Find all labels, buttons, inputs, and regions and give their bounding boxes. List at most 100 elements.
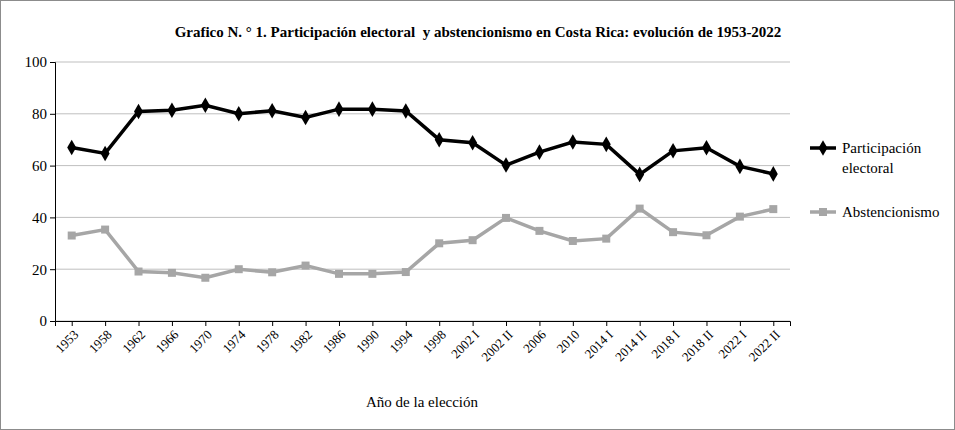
point-marker [702,231,710,239]
point-marker [636,205,644,213]
y-tick-mark [50,62,55,63]
point-marker [301,110,310,126]
y-tick-mark [50,166,55,167]
point-marker [368,270,376,278]
x-axis-title: Año de la elección [366,394,479,410]
legend-marker [819,208,827,216]
x-tick: 1953 [52,321,81,356]
y-tick-mark [50,321,55,322]
x-tick-label: 2022 II [746,327,783,364]
x-axis-line [56,322,791,327]
point-marker [635,167,644,183]
x-tick-mark [339,321,340,326]
y-axis: 0 20 40 60 80 100 [25,54,56,329]
x-tick: 1994 [386,321,415,356]
x-tick-label: 1962 [119,327,148,356]
x-tick-mark [372,321,373,326]
point-marker [101,146,110,162]
y-tick: 100 [25,54,56,70]
x-tick-label: 2014 II [612,327,649,364]
point-marker [401,103,410,119]
x-tick-label: 2010 [554,327,583,356]
grid-line [55,217,790,218]
x-tick-label: 1990 [353,327,382,356]
legend-item: Participaciónelectoral [810,140,922,176]
point-marker [435,132,444,148]
x-axis: 1953195819621966197019741978198219861990… [52,321,790,364]
y-tick-mark [50,114,55,115]
point-marker [402,268,410,276]
x-tick-label: 2018 I [648,327,682,361]
x-tick: 2002 I [448,321,482,361]
x-tick-label: 1982 [286,327,315,356]
y-tick-label: 100 [25,54,48,70]
x-tick: 2018 I [648,321,682,361]
x-tick-mark [406,321,407,326]
point-marker [368,101,377,117]
point-marker [702,140,711,156]
x-tick: 1998 [420,321,449,356]
x-tick-mark [105,321,106,326]
x-tick-mark [272,321,273,326]
chart-border [1,1,955,430]
x-tick-label: 2018 II [679,327,716,364]
x-tick-mark [172,321,173,326]
y-tick: 60 [32,158,55,174]
x-tick: 2014 I [582,321,616,361]
point-marker [68,232,76,240]
y-axis-line [50,63,56,322]
point-marker [302,262,310,270]
y-tick: 40 [32,210,55,226]
point-marker [736,213,744,221]
point-marker [569,237,577,245]
point-marker [235,265,243,273]
grid [55,62,790,321]
legend-marker [819,140,828,156]
x-tick-label: 1986 [320,327,349,356]
grid-line [55,165,790,166]
legend-label: Abstencionismo [842,204,940,220]
x-tick-label: 1953 [52,327,81,356]
x-tick-label: 1998 [420,327,449,356]
y-tick-label: 80 [32,106,47,122]
x-tick: 1962 [119,321,148,356]
point-marker [435,239,443,247]
point-marker [535,144,544,160]
series-markers [68,205,778,282]
x-tick: 1986 [320,321,349,356]
point-marker [334,101,343,117]
point-marker [535,227,543,235]
x-tick-label: 2022 I [715,327,749,361]
point-marker [502,214,510,222]
y-tick-label: 20 [32,262,47,278]
x-tick-mark [439,321,440,326]
point-marker [602,137,611,153]
x-tick: 2006 [520,321,549,356]
y-tick-mark [50,269,55,270]
y-tick-label: 0 [40,313,48,329]
point-marker [769,205,777,213]
series-markers [67,97,778,182]
x-tick: 1990 [353,321,382,356]
point-marker [135,268,143,276]
point-marker [234,106,243,122]
legend: Participaciónelectoral Abstencionismo [810,140,940,220]
x-tick-mark [239,321,240,326]
point-marker [502,157,511,173]
x-tick-label: 1970 [186,327,215,356]
x-tick-label: 2006 [520,327,549,356]
point-marker [602,235,610,243]
y-tick-mark [50,217,55,218]
x-tick: 2010 [554,321,583,356]
x-tick: 1974 [219,321,248,356]
point-marker [168,269,176,277]
chart-title: Grafico N. ° 1. Participación electoral … [175,24,782,40]
x-tick-mark [706,321,707,326]
x-tick-label: 1978 [253,327,282,356]
x-tick-label: 1966 [153,327,182,356]
grid-line [55,113,790,114]
x-tick: 2022 II [746,321,783,364]
point-marker [335,270,343,278]
grid-line [55,269,790,270]
point-marker [268,103,277,119]
